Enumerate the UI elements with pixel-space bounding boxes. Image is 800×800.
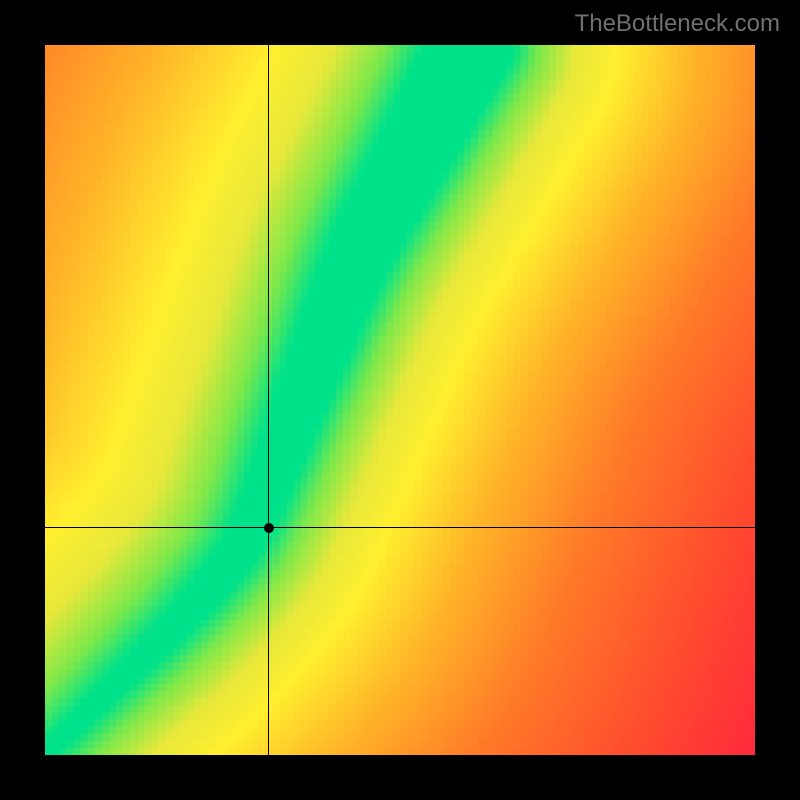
bottleneck-heatmap bbox=[45, 45, 755, 755]
crosshair-marker-dot bbox=[264, 523, 274, 533]
crosshair-horizontal-line bbox=[45, 527, 755, 528]
chart-container: TheBottleneck.com bbox=[0, 0, 800, 800]
crosshair-vertical-line bbox=[268, 45, 269, 755]
watermark-text: TheBottleneck.com bbox=[575, 10, 780, 38]
